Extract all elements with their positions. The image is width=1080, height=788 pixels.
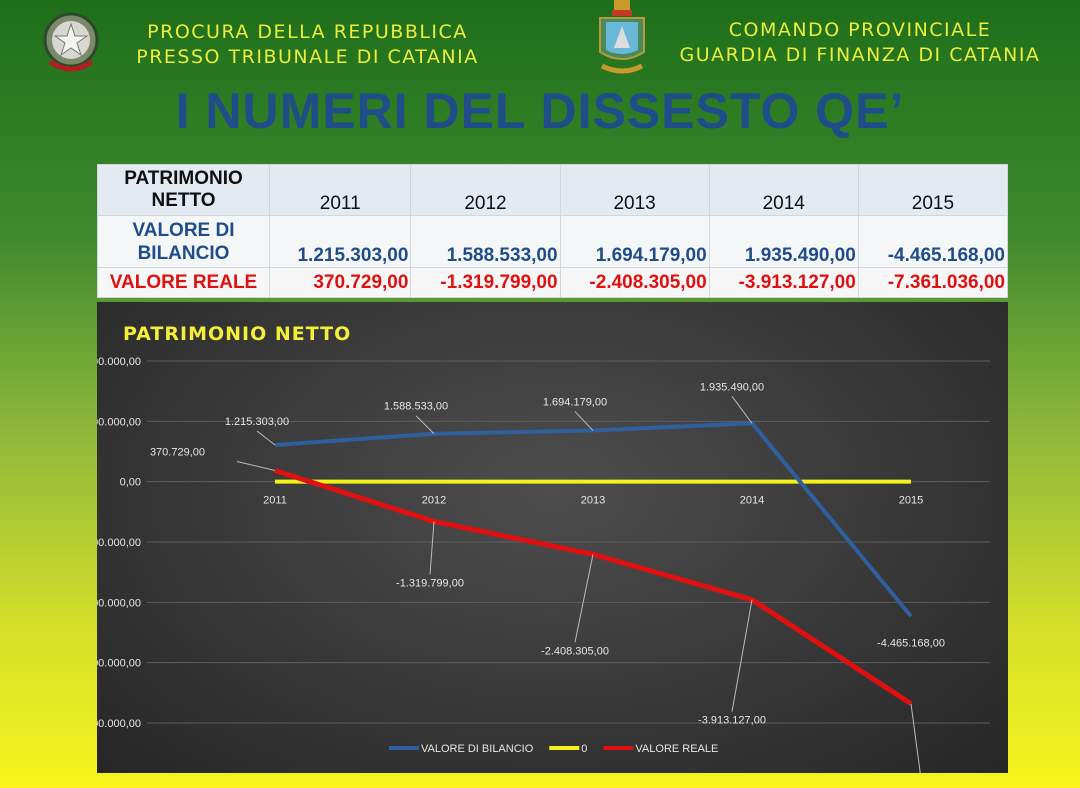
line-chart: PATRIMONIO NETTO 4.000.000,00 2.000.000,0… bbox=[97, 302, 1008, 773]
series-line-valore-di-bilancio bbox=[274, 421, 913, 618]
table-row-valore-bilancio: VALORE DI BILANCIO 1.215.303,00 1.588.53… bbox=[97, 215, 1009, 268]
data-label-leader bbox=[236, 460, 276, 471]
table-cell: 1.215.303,00 bbox=[268, 215, 412, 268]
header-cell: 2012 bbox=[410, 164, 561, 216]
table-cell: -7.361.036,00 bbox=[857, 267, 1009, 298]
data-label: -2.408.305,00 bbox=[541, 645, 609, 657]
legend-label: 0 bbox=[581, 743, 587, 755]
data-label-leader bbox=[731, 599, 753, 712]
table-cell: -2.408.305,00 bbox=[559, 267, 710, 298]
guardia-finanza-crest-logo bbox=[599, 0, 645, 74]
table-cell: -3.913.127,00 bbox=[708, 267, 859, 298]
row-label: VALORE DI BILANCIO bbox=[97, 215, 270, 268]
data-label-leader bbox=[731, 395, 753, 424]
table-cell: 1.935.490,00 bbox=[708, 215, 859, 268]
data-label-leader bbox=[256, 430, 276, 446]
chart-title: PATRIMONIO NETTO bbox=[123, 323, 351, 345]
data-label: 1.694.179,00 bbox=[543, 397, 607, 409]
y-tick-label: -4.000.000,00 bbox=[97, 597, 141, 609]
x-tick-label: 2015 bbox=[899, 495, 923, 507]
table-cell: 1.694.179,00 bbox=[559, 215, 710, 268]
y-tick-label: 0,00 bbox=[120, 477, 141, 489]
x-tick-label: 2011 bbox=[263, 495, 287, 507]
patrimonio-table: PATRIMONIO NETTO 2011 2012 2013 2014 201… bbox=[97, 164, 1009, 298]
y-tick-label: 4.000.000,00 bbox=[97, 356, 141, 368]
repubblica-emblem-logo bbox=[43, 12, 99, 72]
x-tick-label: 2013 bbox=[581, 495, 605, 507]
data-label-leader bbox=[574, 411, 594, 431]
data-label: 1.588.533,00 bbox=[384, 401, 448, 413]
data-label: 1.935.490,00 bbox=[700, 381, 764, 393]
data-label: -3.913.127,00 bbox=[698, 715, 766, 727]
data-label: 370.729,00 bbox=[150, 446, 205, 458]
header-cell: 2015 bbox=[857, 164, 1009, 216]
header-cell: 2011 bbox=[268, 164, 412, 216]
legend-label: VALORE DI BILANCIO bbox=[421, 743, 534, 755]
y-tick-label: 2.000.000,00 bbox=[97, 416, 141, 428]
row-label: VALORE REALE bbox=[97, 267, 270, 298]
data-label: 1.215.303,00 bbox=[225, 416, 289, 428]
y-tick-label: -6.000.000,00 bbox=[97, 658, 141, 670]
header-cell: 2014 bbox=[708, 164, 859, 216]
header-cell: 2013 bbox=[559, 164, 710, 216]
table-cell: -4.465.168,00 bbox=[857, 215, 1009, 268]
comando-line2: GUARDIA DI FINANZA DI CATANIA bbox=[679, 44, 1041, 66]
data-label: -1.319.799,00 bbox=[396, 577, 464, 589]
table-cell: -1.319.799,00 bbox=[410, 267, 561, 298]
table-cell: 370.729,00 bbox=[268, 267, 412, 298]
page-title: I NUMERI DEL DISSESTO QE’ bbox=[175, 83, 905, 139]
table-cell: 1.588.533,00 bbox=[410, 215, 561, 268]
comando-line1: COMANDO PROVINCIALE bbox=[728, 19, 992, 41]
chart-svg: PATRIMONIO NETTO 4.000.000,00 2.000.000,0… bbox=[97, 323, 990, 773]
data-label: -4.465.168,00 bbox=[877, 637, 945, 649]
procura-line2: PRESSO TRIBUNALE DI CATANIA bbox=[136, 46, 479, 68]
y-tick-label: -8.000.000,00 bbox=[97, 718, 141, 730]
data-label-leader bbox=[415, 415, 435, 435]
table-header-row: PATRIMONIO NETTO 2011 2012 2013 2014 201… bbox=[97, 164, 1009, 216]
x-tick-label: 2014 bbox=[740, 495, 764, 507]
legend-label: VALORE REALE bbox=[635, 743, 718, 755]
x-tick-label: 2012 bbox=[422, 495, 446, 507]
table-row-valore-reale: VALORE REALE 370.729,00 -1.319.799,00 -2… bbox=[97, 267, 1009, 298]
data-label-leader bbox=[429, 521, 435, 575]
guardia-finanza-header: COMANDO PROVINCIALE GUARDIA DI FINANZA D… bbox=[660, 18, 1060, 68]
header-cell: PATRIMONIO NETTO bbox=[97, 164, 270, 216]
data-label-leader bbox=[910, 703, 921, 773]
procura-line1: PROCURA DELLA REPUBBLICA bbox=[147, 21, 468, 43]
data-label-leader bbox=[574, 554, 594, 643]
y-tick-label: -2.000.000,00 bbox=[97, 537, 141, 549]
procura-header: PROCURA DELLA REPUBBLICA PRESSO TRIBUNAL… bbox=[110, 20, 505, 70]
